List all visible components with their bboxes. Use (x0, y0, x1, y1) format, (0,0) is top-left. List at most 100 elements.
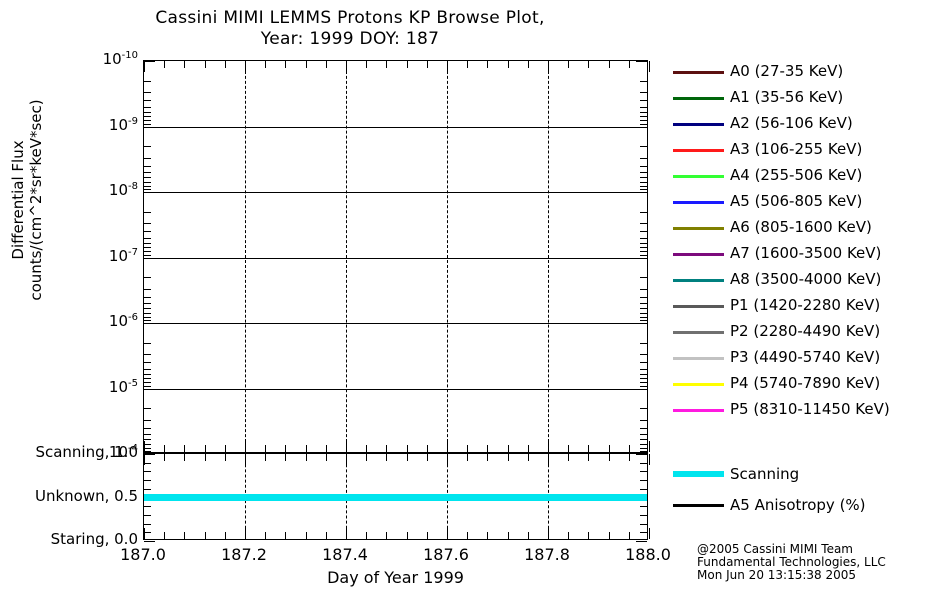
minor-tick (184, 454, 185, 461)
legend-item[interactable]: A3 (106-255 KeV) (668, 138, 950, 164)
minor-tick (184, 532, 185, 539)
minor-tick (640, 408, 647, 409)
minor-tick (640, 374, 647, 375)
minor-tick (144, 471, 151, 472)
legend-item[interactable]: A4 (255-506 KeV) (668, 164, 950, 190)
minor-tick (144, 374, 151, 375)
minor-tick (285, 61, 286, 68)
minor-tick (144, 81, 151, 82)
legend-item[interactable]: A1 (35-56 KeV) (668, 86, 950, 112)
minor-tick (144, 289, 151, 290)
major-tick (144, 454, 155, 455)
minor-tick (588, 61, 589, 68)
major-tick (144, 528, 145, 539)
major-tick (245, 61, 246, 72)
minor-tick (640, 515, 647, 516)
legend-item[interactable]: A8 (3500-4000 KeV) (668, 268, 950, 294)
major-tick (636, 127, 647, 128)
major-tick (548, 528, 549, 539)
minor-tick (640, 212, 647, 213)
minor-tick (144, 255, 151, 256)
flux-plot-area (143, 60, 650, 455)
major-tick (636, 389, 647, 390)
major-tick (636, 541, 647, 542)
minor-tick (640, 177, 647, 178)
minor-tick (164, 61, 165, 68)
minor-tick (366, 532, 367, 539)
legend-item[interactable]: A5 (506-805 KeV) (668, 190, 950, 216)
minor-tick (164, 445, 165, 452)
major-tick (144, 127, 155, 128)
page-title: Cassini MIMI LEMMS Protons KP Browse Plo… (0, 8, 700, 50)
minor-tick (487, 532, 488, 539)
minor-tick (609, 61, 610, 68)
legend-item[interactable]: A2 (56-106 KeV) (668, 112, 950, 138)
minor-tick (568, 532, 569, 539)
minor-tick (640, 354, 647, 355)
vertical-gridline (245, 61, 246, 452)
minor-tick (144, 354, 151, 355)
x-axis-tick-label: 187.0 (120, 545, 166, 564)
minor-tick (144, 303, 151, 304)
minor-tick (629, 454, 630, 461)
minor-tick (144, 313, 151, 314)
legend-item[interactable]: P4 (5740-7890 KeV) (668, 372, 950, 398)
minor-tick (144, 515, 151, 516)
minor-tick (640, 238, 647, 239)
minor-tick (326, 454, 327, 461)
minor-tick (407, 445, 408, 452)
major-tick (636, 192, 647, 193)
major-tick (649, 528, 650, 539)
minor-tick (640, 532, 647, 533)
minor-tick (265, 61, 266, 68)
legend-item[interactable]: P3 (4490-5740 KeV) (668, 346, 950, 372)
minor-tick (205, 445, 206, 452)
legend-item[interactable]: P2 (2280-4490 KeV) (668, 320, 950, 346)
minor-tick (640, 471, 647, 472)
minor-tick (487, 61, 488, 68)
minor-tick (225, 445, 226, 452)
minor-tick (407, 532, 408, 539)
legend-item[interactable]: P5 (8310-11450 KeV) (668, 398, 950, 424)
legend-item[interactable]: A0 (27-35 KeV) (668, 60, 950, 86)
legend-item[interactable]: P1 (1420-2280 KeV) (668, 294, 950, 320)
major-tick (144, 454, 145, 465)
minor-tick (640, 231, 647, 232)
minor-tick (386, 61, 387, 68)
y-axis-tick-label: 10-5 (108, 377, 138, 396)
minor-tick (640, 186, 647, 187)
minor-tick (640, 116, 647, 117)
minor-tick (508, 532, 509, 539)
minor-tick (568, 61, 569, 68)
minor-tick (386, 532, 387, 539)
minor-tick (640, 369, 647, 370)
horizontal-gridline (144, 389, 647, 390)
minor-tick (629, 61, 630, 68)
minor-tick (144, 189, 151, 190)
minor-tick (144, 320, 151, 321)
y-axis-tick-label: 10-10 (102, 50, 138, 68)
minor-tick (144, 158, 151, 159)
major-tick (447, 441, 448, 452)
minor-tick (144, 251, 151, 252)
x-axis-tick-label: 187.6 (423, 545, 469, 564)
credit-line-2: Fundamental Technologies, LLC (697, 555, 886, 569)
legend-item[interactable]: A7 (1600-3500 KeV) (668, 242, 950, 268)
minor-tick (640, 317, 647, 318)
major-tick (548, 61, 549, 72)
major-tick (346, 441, 347, 452)
legend-color-swatch (673, 71, 724, 74)
x-axis-title: Day of Year 1999 (327, 568, 464, 587)
major-tick (649, 61, 650, 72)
minor-tick (640, 81, 647, 82)
legend-item-label: A7 (1600-3500 KeV) (730, 244, 882, 262)
minor-tick (225, 532, 226, 539)
minor-tick (640, 448, 647, 449)
legend-item-label: A6 (805-1600 KeV) (730, 218, 872, 236)
legend-item[interactable]: A6 (805-1600 KeV) (668, 216, 950, 242)
credit-line-3: Mon Jun 20 13:15:38 2005 (697, 568, 857, 582)
minor-tick (265, 445, 266, 452)
minor-tick (568, 445, 569, 452)
minor-tick (164, 454, 165, 461)
